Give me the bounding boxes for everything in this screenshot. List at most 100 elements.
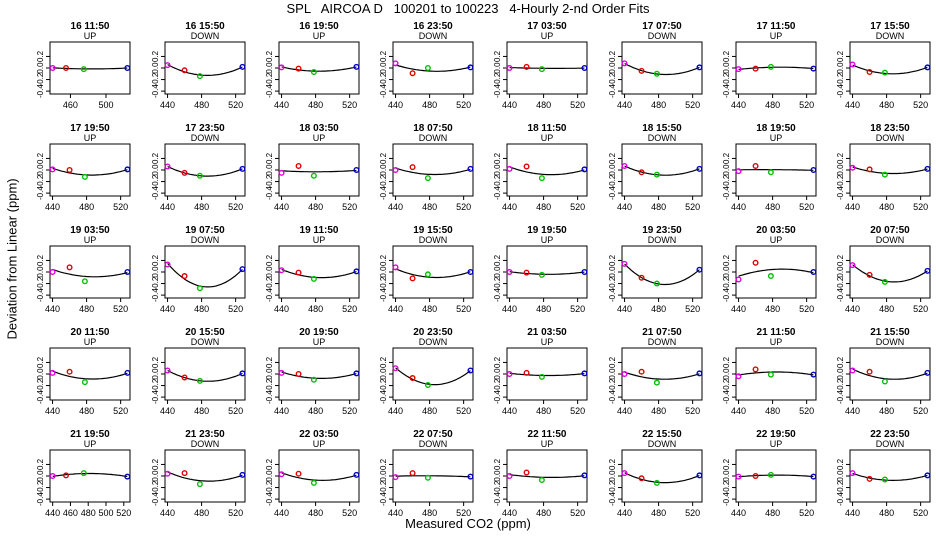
- data-point: [310, 479, 317, 486]
- x-tick-label: 520: [685, 508, 700, 518]
- x-tick-label: 520: [685, 406, 700, 416]
- y-tick-label: 0.2: [151, 458, 160, 470]
- data-point: [523, 269, 530, 276]
- data-point: [409, 164, 416, 171]
- x-tick-label: 440: [731, 202, 746, 212]
- data-point: [164, 62, 171, 69]
- x-tick-label: 520: [913, 508, 928, 518]
- panel-direction-label: DOWN: [191, 133, 220, 143]
- x-tick-label: 520: [570, 304, 585, 314]
- panel-frame: [164, 41, 246, 95]
- x-tick-label: 480: [536, 508, 551, 518]
- y-tick-label: 0.0: [379, 368, 388, 380]
- x-tick-label: 440: [502, 508, 517, 518]
- panel-direction-label: DOWN: [191, 235, 220, 245]
- panel-direction-label: DOWN: [876, 31, 905, 41]
- data-point: [353, 63, 360, 70]
- panel-direction-label: UP: [770, 439, 783, 449]
- x-tick-label: 440: [845, 100, 860, 110]
- y-tick-label: 0.0: [379, 470, 388, 482]
- x-tick-label: 520: [342, 202, 357, 212]
- data-point: [653, 171, 660, 178]
- y-tick-label: -0.2: [151, 480, 160, 494]
- data-point: [49, 473, 56, 480]
- y-tick-label: 0.2: [493, 458, 502, 470]
- y-tick-label: -0.2: [836, 174, 845, 188]
- panel-direction-label: DOWN: [191, 439, 220, 449]
- data-point: [392, 474, 399, 481]
- panel-title: 19 23:50: [642, 225, 682, 236]
- x-tick-label: 440: [502, 202, 517, 212]
- x-tick-label: 520: [228, 202, 243, 212]
- panel-title: 21 23:50: [185, 429, 225, 440]
- x-tick-label: 520: [456, 304, 471, 314]
- y-tick-label: -0.4: [493, 492, 502, 506]
- y-tick-label: -0.2: [493, 480, 502, 494]
- x-tick-label: 440: [274, 304, 289, 314]
- panel-direction-label: DOWN: [419, 337, 448, 347]
- fit-curve: [167, 263, 243, 288]
- panel-title: 18 19:50: [756, 123, 796, 134]
- y-tick-label: -0.2: [151, 378, 160, 392]
- data-point: [239, 471, 246, 478]
- panel-title: 21 15:50: [870, 327, 910, 338]
- data-point: [696, 165, 703, 172]
- panel-direction-label: UP: [770, 31, 783, 41]
- data-point: [278, 169, 285, 176]
- x-tick-label: 440: [845, 202, 860, 212]
- x-tick-label: 480: [81, 508, 96, 518]
- y-tick-label: 0.2: [379, 254, 388, 266]
- y-tick-label: -0.2: [722, 276, 731, 290]
- x-tick-label: 480: [308, 202, 323, 212]
- y-tick-label: 0.2: [493, 50, 502, 62]
- data-point: [80, 66, 87, 73]
- fit-curve: [509, 372, 585, 377]
- x-tick-label: 520: [799, 508, 814, 518]
- y-tick-label: -0.2: [493, 276, 502, 290]
- y-tick-label: 0.2: [608, 50, 617, 62]
- y-tick-label: 0.2: [836, 356, 845, 368]
- x-tick-label: 480: [765, 202, 780, 212]
- panel-title: 21 19:50: [70, 429, 110, 440]
- data-point: [81, 278, 88, 285]
- y-tick-label: -0.4: [36, 390, 45, 404]
- data-point: [621, 60, 628, 67]
- panel-title: 20 11:50: [71, 327, 110, 338]
- y-tick-label: -0.2: [379, 378, 388, 392]
- data-point: [353, 166, 360, 173]
- data-point: [581, 64, 588, 71]
- y-tick-label: -0.4: [493, 84, 502, 98]
- y-tick-label: -0.2: [493, 174, 502, 188]
- panel-title: 22 03:50: [299, 429, 339, 440]
- x-tick-label: 520: [113, 304, 128, 314]
- data-point: [310, 376, 317, 383]
- x-tick-label: 480: [536, 202, 551, 212]
- panel-direction-label: DOWN: [876, 439, 905, 449]
- y-tick-label: -0.4: [836, 186, 845, 200]
- fit-curve: [167, 165, 243, 177]
- data-point: [924, 64, 931, 71]
- fit-curve: [624, 371, 700, 380]
- data-point: [924, 165, 931, 172]
- panel-title: 17 07:50: [642, 21, 682, 32]
- fit-curve: [167, 64, 243, 76]
- x-tick-label: 440: [160, 100, 175, 110]
- x-tick-label: 520: [570, 100, 585, 110]
- data-point: [735, 373, 742, 380]
- fit-curve: [395, 167, 471, 176]
- panel-direction-label: UP: [541, 337, 554, 347]
- x-tick-label: 480: [422, 304, 437, 314]
- x-tick-label: 440: [502, 100, 517, 110]
- data-point: [424, 271, 431, 278]
- panel-frame: [278, 41, 360, 95]
- x-tick-label: 480: [879, 202, 894, 212]
- x-tick-label: 440: [617, 406, 632, 416]
- data-point: [467, 269, 474, 276]
- panel-title: 21 07:50: [642, 327, 682, 338]
- panel-direction-label: UP: [84, 235, 97, 245]
- x-tick-label: 520: [342, 508, 357, 518]
- y-tick-label: 0.0: [722, 62, 731, 74]
- y-tick-label: 0.0: [36, 368, 45, 380]
- y-tick-label: 0.0: [379, 266, 388, 278]
- data-point: [866, 368, 873, 375]
